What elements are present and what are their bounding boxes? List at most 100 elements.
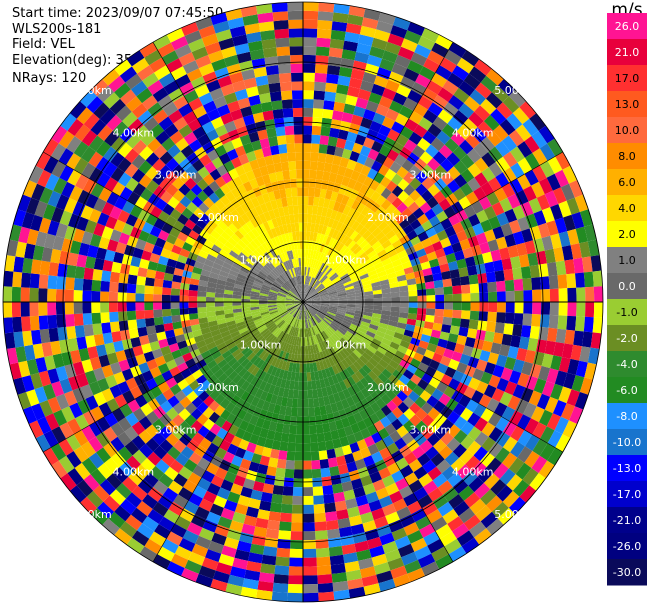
ppi-gate xyxy=(251,311,261,316)
ppi-gate xyxy=(303,363,307,373)
ppi-gate xyxy=(274,28,290,39)
ppi-gate xyxy=(269,259,278,268)
ppi-gate xyxy=(396,202,408,214)
ppi-gate xyxy=(412,207,425,219)
ppi-gate xyxy=(493,463,509,480)
ppi-gate xyxy=(268,209,276,220)
ppi-gate xyxy=(563,372,576,390)
ppi-gate xyxy=(340,194,350,206)
ppi-gate xyxy=(88,208,102,223)
ppi-gate xyxy=(166,27,185,43)
ppi-gate xyxy=(85,395,99,411)
colorbar-swatch xyxy=(607,39,647,66)
ppi-gate xyxy=(334,446,345,458)
ppi-gate xyxy=(93,258,105,271)
ppi-gate xyxy=(401,207,413,219)
ppi-gate xyxy=(276,299,286,302)
ppi-gate xyxy=(196,234,207,245)
ppi-gate xyxy=(412,385,425,397)
ppi-gate xyxy=(356,236,366,246)
ppi-gate xyxy=(275,329,283,338)
ppi-gate xyxy=(156,331,167,341)
ppi-gate xyxy=(291,336,296,346)
ppi-gate xyxy=(351,210,361,221)
ppi-gate xyxy=(318,290,328,295)
ppi-gate xyxy=(222,261,233,270)
ppi-gate xyxy=(242,142,254,154)
ppi-gate xyxy=(179,433,192,446)
ppi-gate xyxy=(258,326,268,334)
ppi-gate xyxy=(397,178,410,191)
ppi-gate xyxy=(347,376,356,387)
ppi-gate xyxy=(260,30,276,41)
ppi-gate xyxy=(303,478,313,488)
ppi-gate xyxy=(291,90,303,100)
ppi-gate xyxy=(229,345,239,354)
ppi-gate xyxy=(243,515,258,527)
ppi-gate xyxy=(593,302,604,318)
ppi-gate xyxy=(402,224,414,235)
ppi-gate xyxy=(295,285,300,295)
ppi-gate xyxy=(465,455,480,471)
ppi-gate xyxy=(386,411,398,424)
ppi-gate xyxy=(407,89,423,104)
ppi-gate xyxy=(292,99,303,109)
ppi-gate xyxy=(246,373,255,384)
ppi-gate xyxy=(385,389,397,401)
ppi-gate xyxy=(154,324,165,334)
ppi-gate xyxy=(289,289,297,297)
ppi-gate xyxy=(153,309,163,318)
ppi-gate xyxy=(473,142,489,158)
ppi-gate xyxy=(171,281,181,290)
ppi-gate xyxy=(228,269,239,277)
ppi-gate xyxy=(385,203,397,215)
ppi-gate xyxy=(469,283,480,294)
ppi-gate xyxy=(318,144,328,154)
ppi-gate xyxy=(315,283,323,291)
ppi-gate xyxy=(353,361,362,371)
ppi-gate xyxy=(275,467,286,478)
ppi-gate xyxy=(182,111,198,125)
ppi-gate xyxy=(250,217,259,228)
ppi-gate xyxy=(379,447,392,460)
ppi-gate xyxy=(139,335,150,346)
ppi-gate xyxy=(433,315,444,325)
ppi-gate xyxy=(157,494,174,510)
ppi-gate xyxy=(304,266,307,276)
ppi-gate xyxy=(279,441,289,452)
ppi-gate xyxy=(285,303,295,307)
ppi-gate xyxy=(330,119,342,130)
ppi-gate xyxy=(315,179,323,189)
ppi-gate xyxy=(402,240,414,250)
ppi-gate xyxy=(364,302,374,306)
ppi-gate xyxy=(325,314,335,320)
ppi-gate xyxy=(250,291,260,296)
ppi-gate xyxy=(504,312,515,325)
ppi-gate xyxy=(536,194,551,211)
ppi-gate xyxy=(267,334,276,344)
ppi-gate xyxy=(50,340,62,356)
ppi-gate xyxy=(171,314,181,323)
ppi-gate xyxy=(217,75,233,88)
ppi-gate xyxy=(480,489,497,506)
ppi-gate xyxy=(314,521,327,532)
ppi-gate xyxy=(433,400,446,414)
ppi-gate xyxy=(311,300,321,302)
ppi-gate xyxy=(294,298,303,302)
ppi-gate xyxy=(327,65,341,76)
ppi-gate xyxy=(491,85,509,103)
ppi-gate xyxy=(111,451,126,468)
ppi-gate xyxy=(149,465,165,481)
ppi-gate xyxy=(359,25,377,38)
ppi-gate xyxy=(512,107,530,125)
ppi-gate xyxy=(430,516,448,532)
ppi-gate xyxy=(341,322,351,329)
ppi-gate xyxy=(338,339,347,348)
ppi-gate xyxy=(385,364,396,375)
ppi-gate xyxy=(231,137,243,149)
ppi-gate xyxy=(344,31,360,44)
ppi-gate xyxy=(378,235,389,245)
ppi-gate xyxy=(191,396,204,409)
ppi-gate xyxy=(541,381,555,397)
ppi-gate xyxy=(358,557,374,570)
